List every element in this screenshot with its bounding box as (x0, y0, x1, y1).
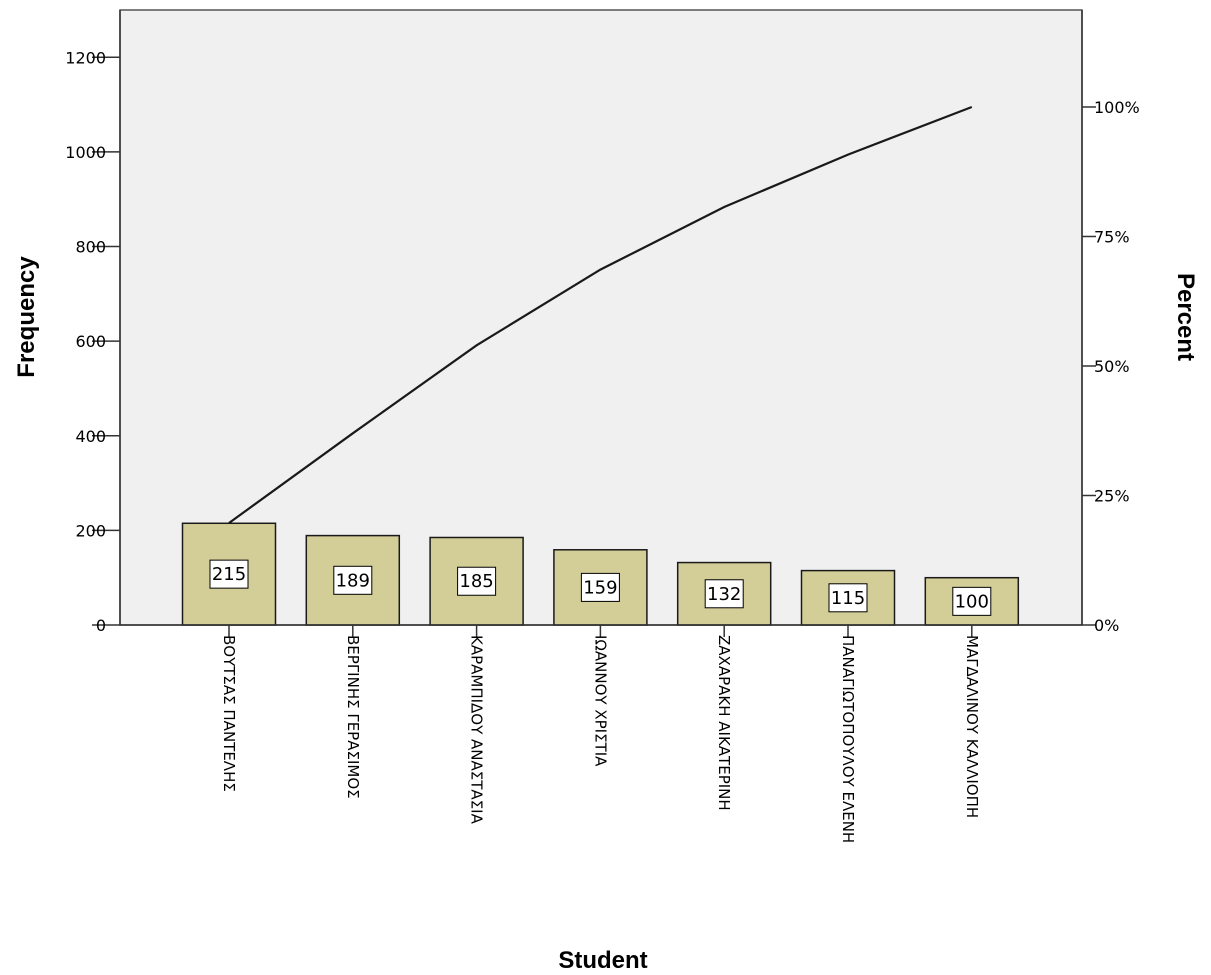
x-tick-label: ΖΑΧΑΡΑΚΗ ΑΙΚΑΤΕΡΙΝΗ (715, 635, 733, 811)
x-axis: ΒΟΥΤΣΑΣ ΠΑΝΤΕΛΗΣ ΒΕΡΓΙΝΗΣ ΓΕΡΑΣΙΜΟΣ ΚΑΡΑΜΠ… (120, 624, 1082, 843)
y2-tick-label: 50% (1094, 357, 1130, 376)
x-tick-label: ΒΕΡΓΙΝΗΣ ΓΕΡΑΣΙΜΟΣ (344, 635, 362, 799)
bar (924, 576, 1020, 626)
bar-label: 115 (831, 588, 865, 609)
bar-label-box (457, 566, 497, 596)
x-axis-title: Student (558, 947, 647, 974)
plot-area (119, 9, 1083, 626)
y-tick-label: 600 (75, 332, 106, 351)
y-tick-label: 400 (75, 427, 106, 446)
y2-tick-label: 75% (1094, 227, 1130, 246)
bar-label: 215 (212, 564, 246, 585)
bar-label-box (209, 559, 249, 589)
bar-label: 185 (459, 571, 493, 592)
bar-label: 100 (955, 591, 989, 612)
bar-label: 132 (707, 584, 741, 605)
y-tick-label: 1000 (65, 143, 106, 162)
y2-tick-label: 100% (1094, 98, 1140, 117)
y-axis-title: Frequency (13, 256, 40, 378)
y2-axis-title: Percent (1172, 273, 1199, 361)
x-tick-label: ΜΑΓΔΑΛΙΝΟΥ ΚΑΛΛΙΟΠΗ (963, 635, 981, 818)
y2-tick-label: 25% (1094, 486, 1130, 505)
y-tick-label: 200 (75, 521, 106, 540)
bar-labels-group: 215 189 185 159 132 115 100 (209, 559, 992, 616)
bar-label-box (828, 583, 868, 613)
x-tick-label: ΙΩΑΝΝΟΥ ΧΡΙΣΤΙΑ (591, 635, 609, 767)
y-tick-label: 800 (75, 238, 106, 257)
y2-tick-label: 0% (1094, 616, 1119, 635)
bar-label-box (333, 565, 373, 595)
cumulative-percent-line (228, 105, 973, 524)
bar-label-box (704, 579, 744, 609)
x-tick-label: ΒΟΥΤΣΑΣ ΠΑΝΤΕΛΗΣ (220, 635, 238, 792)
bar-label-box (580, 572, 620, 602)
x-tick-label: ΚΑΡΑΜΠΙΔΟΥ ΑΝΑΣΤΑΣΙΑ (468, 635, 486, 825)
y-axis-right: 0% 25% 50% 75% 100% (1081, 10, 1140, 635)
y-tick-label: 0 (96, 616, 106, 635)
bar-label: 189 (336, 570, 370, 591)
y-tick-label: 1200 (65, 48, 106, 67)
y-axis-left: 0 200 400 600 800 1000 1200 (65, 10, 121, 635)
bar-label: 159 (583, 577, 617, 598)
x-tick-label: ΠΑΝΑΓΙΩΤΟΠΟΥΛΟΥ ΕΛΕΝΗ (839, 635, 857, 843)
bar-label-box (952, 586, 992, 616)
